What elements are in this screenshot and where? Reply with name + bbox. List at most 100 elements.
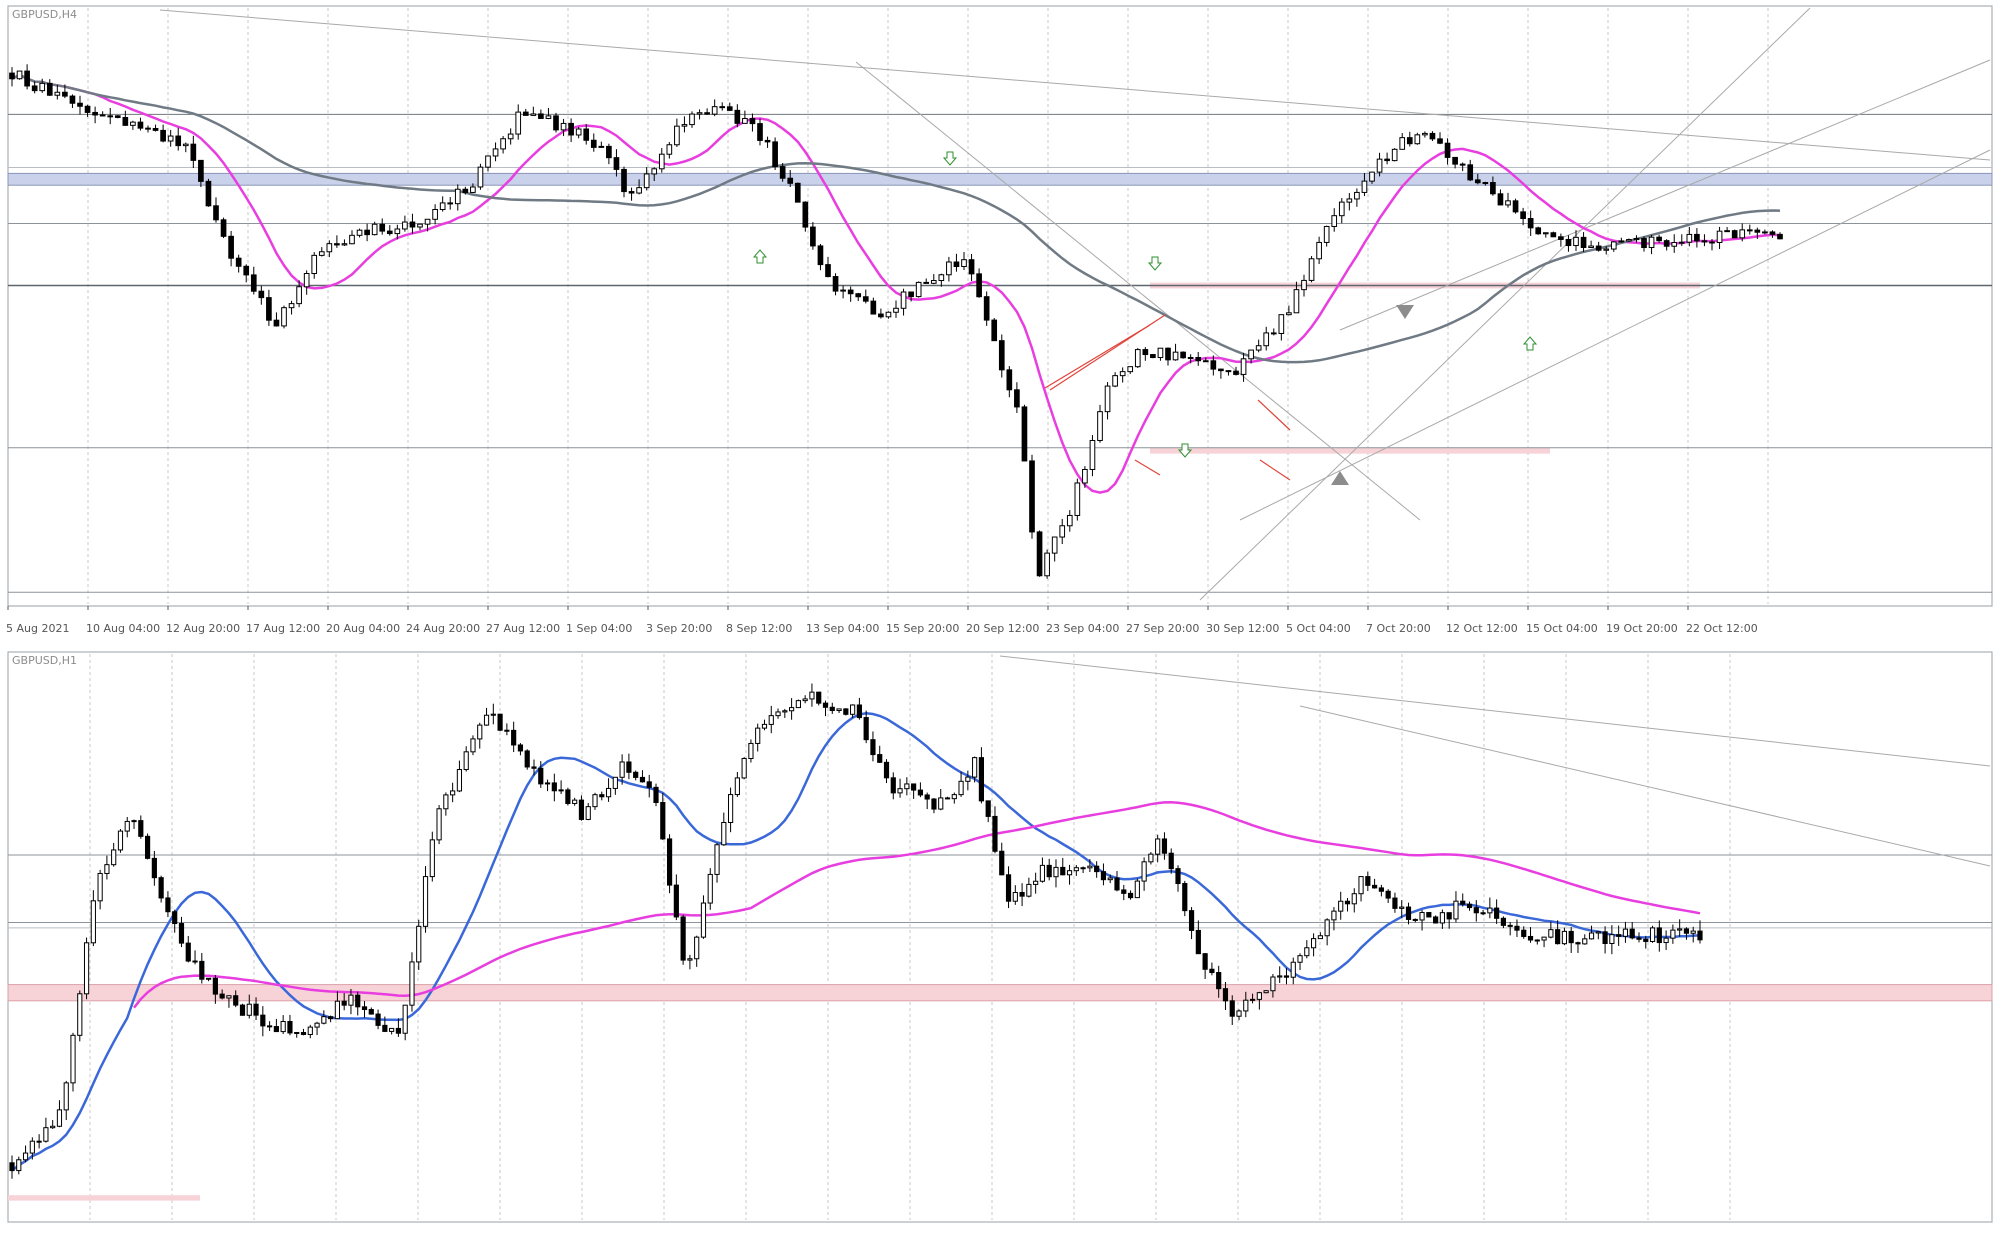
h4-x-tick-label: 22 Oct 12:00	[1686, 622, 1758, 635]
h1-candle-body	[77, 993, 83, 1036]
h4-candle	[991, 317, 998, 342]
h1-chart-pane[interactable]: GBPUSD,H1	[0, 646, 2000, 1234]
h4-candle-body	[998, 340, 1005, 371]
h1-candle	[1494, 899, 1500, 924]
h1-candle	[1412, 918, 1418, 923]
h1-ma-line-1	[11, 712, 1701, 1172]
h1-candle	[1263, 990, 1269, 994]
h4-candle-body	[1663, 240, 1670, 247]
h4-candle	[938, 273, 945, 287]
h1-candle	[660, 792, 666, 840]
h1-candle-body	[375, 1013, 381, 1026]
h1-candle-body	[727, 794, 734, 823]
h4-candle-body	[107, 115, 114, 118]
h4-candle	[1437, 132, 1443, 145]
h1-candle	[904, 777, 910, 796]
h1-candle	[761, 719, 768, 731]
h1-candle-body	[850, 704, 856, 715]
h1-chart[interactable]: GBPUSD,H1	[0, 646, 2000, 1234]
h4-candle	[198, 159, 204, 188]
h4-candle	[598, 141, 605, 148]
h1-candle	[1188, 907, 1195, 940]
h1-candle	[1677, 919, 1683, 937]
h1-candle-body	[1656, 927, 1662, 944]
h1-candle-body	[1548, 929, 1554, 938]
h4-candle-body	[1656, 236, 1662, 242]
h1-candle	[355, 991, 361, 1016]
h4-candle-body	[1505, 200, 1511, 206]
h4-candle-body	[1354, 191, 1360, 200]
h4-candle-body	[961, 259, 967, 268]
h1-candle	[1005, 866, 1012, 909]
h4-candle-body	[878, 313, 884, 318]
h1-candle-body	[1066, 870, 1073, 876]
h1-candle	[300, 1028, 307, 1036]
h1-candle	[856, 697, 862, 720]
h4-candle-body	[273, 319, 280, 327]
h4-candle	[1225, 370, 1232, 376]
h4-zone	[1150, 447, 1550, 454]
h4-chart-pane[interactable]: GBPUSD,H4 5 Aug 2021 10 Aug 04:00 12 Aug 20…	[0, 0, 2000, 640]
h4-candle	[1278, 314, 1285, 341]
h4-candle	[462, 186, 469, 195]
h1-candle	[1670, 924, 1676, 944]
h1-candle-body	[9, 1162, 15, 1172]
h1-candle	[1053, 859, 1059, 888]
h4-signal-arrow-icon	[1147, 256, 1163, 271]
h4-candle	[507, 128, 514, 145]
h4-candle-body	[1187, 357, 1194, 360]
h4-candle-body	[1119, 371, 1126, 377]
h4-candle	[900, 288, 907, 316]
h1-candle-body	[111, 849, 117, 866]
h1-candle	[1372, 878, 1378, 889]
h1-candle	[260, 1006, 266, 1037]
h1-candle-body	[1385, 890, 1391, 899]
h4-candle	[704, 108, 710, 115]
h4-candle	[606, 143, 612, 165]
h1-candle	[314, 1021, 320, 1036]
h4-candle-body	[598, 145, 605, 148]
h1-candle-body	[1358, 876, 1364, 895]
h4-candle	[1331, 208, 1338, 232]
h4-candle	[402, 215, 408, 232]
h4-candle	[1429, 131, 1436, 142]
h4-candle-body	[84, 105, 91, 113]
h4-candle	[515, 104, 522, 140]
h4-candle	[77, 95, 83, 115]
h4-candle-body	[983, 296, 990, 321]
h1-candle-body	[1243, 999, 1249, 1012]
h4-chart-title: GBPUSD,H4	[12, 8, 77, 21]
h4-candle-body	[311, 254, 318, 275]
h4-chart[interactable]: GBPUSD,H4 5 Aug 2021 10 Aug 04:00 12 Aug 20…	[0, 0, 2000, 640]
h4-candle-body	[1180, 351, 1186, 359]
h4-candle	[1520, 207, 1526, 226]
h1-candle-body	[1100, 871, 1107, 881]
h4-candle-body	[560, 122, 567, 131]
h4-candle-body	[470, 186, 476, 193]
h1-candle	[802, 695, 808, 704]
h4-candle-body	[1769, 231, 1776, 235]
h1-candle	[1582, 934, 1588, 945]
h4-candle-body	[1626, 239, 1632, 242]
h1-candle-body	[172, 911, 178, 925]
h4-candle	[228, 230, 234, 267]
h1-candle-body	[1616, 934, 1622, 937]
h4-candle-body	[235, 257, 242, 267]
h4-candle	[1686, 226, 1693, 247]
h1-candle	[707, 868, 713, 910]
h4-candle-body	[9, 72, 15, 80]
h4-candle-body	[1202, 360, 1209, 363]
h1-zone	[8, 1195, 200, 1201]
h4-x-tick-label: 5 Oct 04:00	[1286, 622, 1351, 635]
h1-candle-body	[131, 820, 137, 823]
h4-candle-body	[1316, 241, 1322, 260]
h1-candle	[1446, 912, 1452, 929]
h1-candle-body	[409, 961, 415, 1006]
h1-candle	[843, 708, 849, 716]
h1-candle	[63, 1080, 69, 1120]
h4-candle-body	[794, 182, 801, 203]
h4-candle	[46, 79, 53, 97]
h1-candle-body	[144, 835, 151, 859]
h1-candle	[124, 817, 130, 838]
h4-candle	[681, 116, 688, 133]
